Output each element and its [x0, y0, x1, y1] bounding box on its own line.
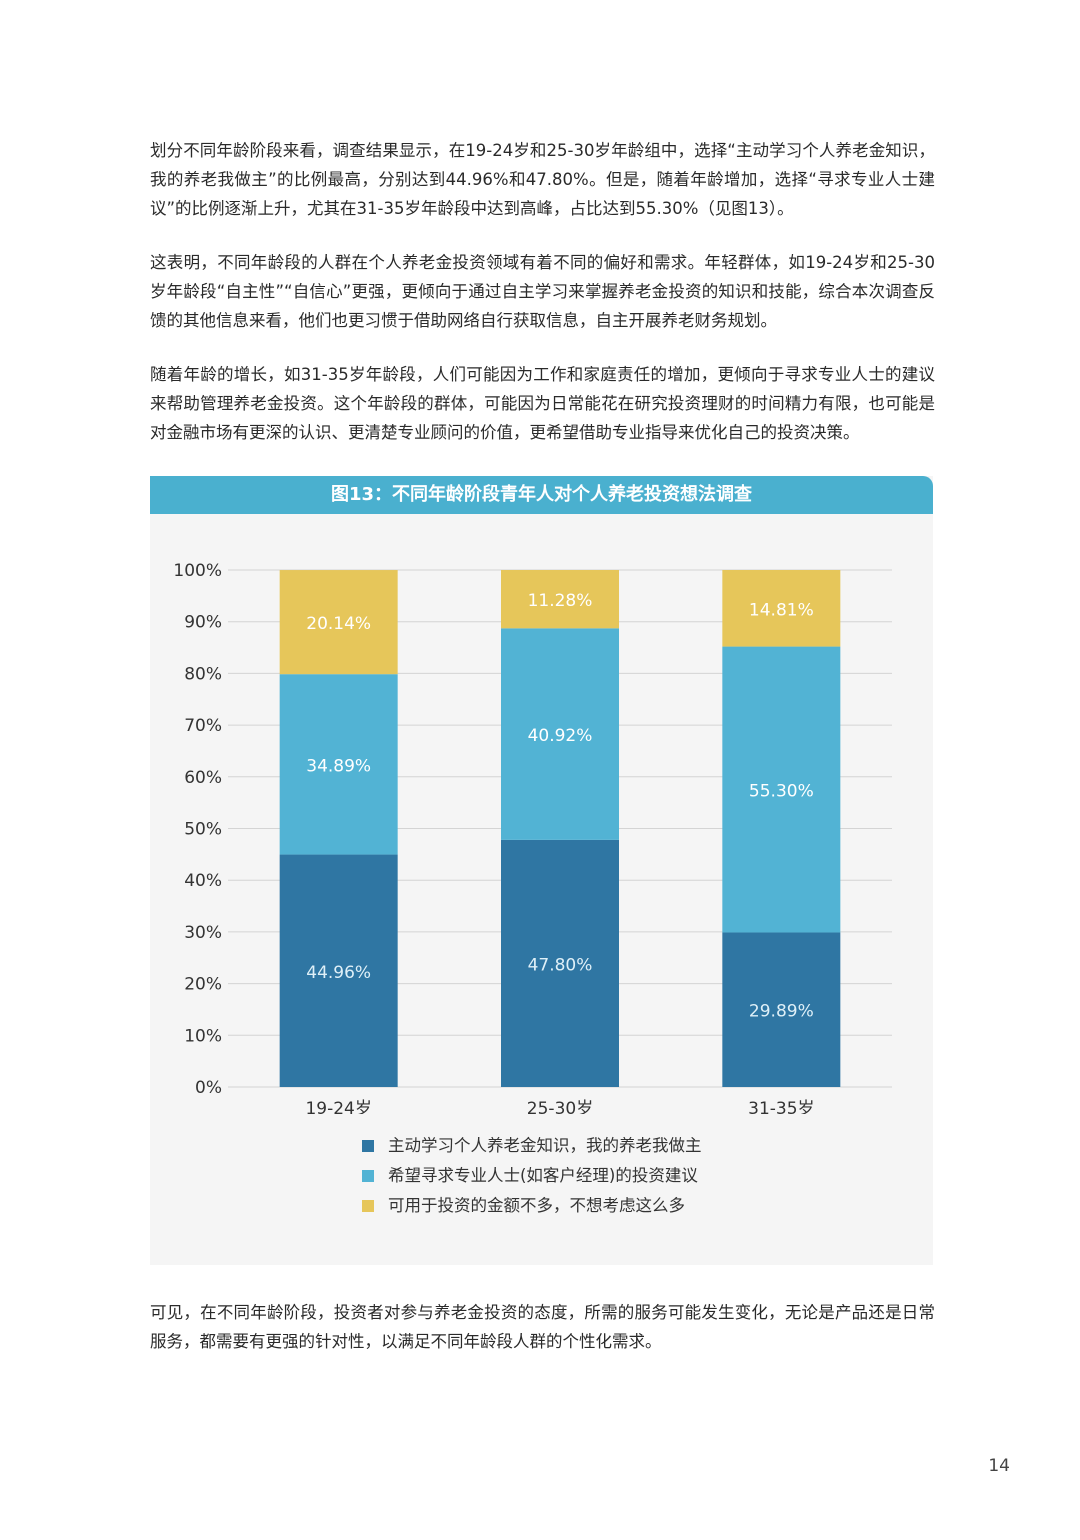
paragraph-conclusion: 可见，在不同年龄阶段，投资者对参与养老金投资的态度，所需的服务可能发生变化，无论… [150, 1303, 935, 1351]
data-label: 44.96% [306, 963, 371, 983]
data-label: 29.89% [749, 1002, 814, 1022]
bar-segment [501, 570, 619, 629]
y-tick-label: 70% [184, 716, 222, 736]
bar-segment [279, 674, 398, 855]
chart-legend: 主动学习个人养老金知识，我的养老我做主 希望寻求专业人士(如客户经理)的投资建议… [362, 1131, 702, 1221]
data-label: 55.30% [749, 782, 814, 802]
page-number: 14 [988, 1456, 1010, 1476]
paragraph-age-preferences: 这表明，不同年龄段的人群在个人养老金投资领域有着不同的偏好和需求。年轻群体，如1… [150, 253, 935, 330]
bar-segment [279, 854, 398, 1087]
y-tick-label: 10% [184, 1026, 222, 1046]
figure-13-panel: 图13：不同年龄阶段青年人对个人养老投资想法调查 0% 10% 20% 30% 40% 5… [150, 476, 933, 1265]
y-tick-label: 100% [173, 561, 222, 581]
y-tick-label: 50% [184, 820, 222, 840]
chart-title: 图13：不同年龄阶段青年人对个人养老投资想法调查 [150, 476, 933, 514]
legend-label-self-study: 主动学习个人养老金知识，我的养老我做主 [388, 1136, 702, 1155]
data-label: 14.81% [749, 600, 814, 620]
data-label: 40.92% [528, 726, 593, 746]
legend-label-professional-advice: 希望寻求专业人士(如客户经理)的投资建议 [388, 1166, 698, 1185]
data-label: 47.80% [528, 955, 593, 975]
legend-item-self-study: 主动学习个人养老金知识，我的养老我做主 [362, 1131, 702, 1161]
y-tick-label: 40% [184, 871, 222, 891]
y-tick-label: 20% [184, 975, 222, 995]
y-tick-label: 0% [195, 1078, 222, 1098]
paragraph-older-group: 随着年龄的增长，如31-35岁年龄段，人们可能因为工作和家庭责任的增加，更倾向于… [150, 365, 935, 442]
legend-swatch-self-study [362, 1140, 374, 1152]
y-tick-label: 90% [184, 613, 222, 633]
legend-item-professional-advice: 希望寻求专业人士(如客户经理)的投资建议 [362, 1161, 702, 1191]
bar-segment [501, 628, 619, 840]
x-tick-label: 25-30岁 [527, 1099, 593, 1114]
data-label: 20.14% [306, 614, 371, 634]
bar-segment [722, 932, 841, 1087]
y-tick-label: 30% [184, 923, 222, 943]
bar-segment [501, 839, 619, 1087]
data-label: 34.89% [306, 756, 371, 776]
stacked-bar-chart: 0% 10% 20% 30% 40% 50% 60% 70% 80% 90% 100% 44.96% 3… [173, 561, 892, 1114]
y-tick-label: 80% [184, 664, 222, 684]
legend-label-limited-funds: 可用于投资的金额不多，不想考虑这么多 [388, 1196, 685, 1215]
bar-segment [722, 570, 841, 647]
legend-item-limited-funds: 可用于投资的金额不多，不想考虑这么多 [362, 1191, 702, 1221]
bar-segment [722, 646, 841, 933]
x-tick-label: 19-24岁 [305, 1099, 371, 1114]
x-tick-label: 31-35岁 [748, 1099, 814, 1114]
y-tick-label: 60% [184, 768, 222, 788]
legend-swatch-limited-funds [362, 1200, 374, 1212]
paragraph-age-findings: 划分不同年龄阶段来看，调查结果显示，在19-24岁和25-30岁年龄组中，选择“… [150, 141, 935, 218]
data-label: 11.28% [528, 591, 593, 611]
bar-segment [279, 570, 398, 675]
legend-swatch-professional-advice [362, 1170, 374, 1182]
